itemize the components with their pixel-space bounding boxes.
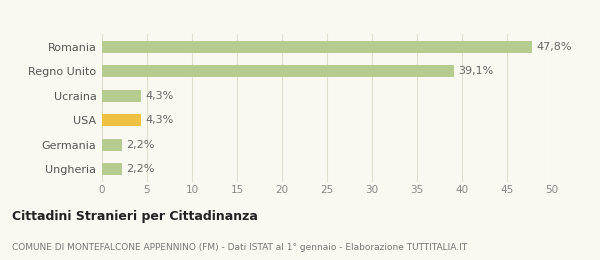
Text: 2,2%: 2,2% — [127, 164, 155, 174]
Bar — [102, 114, 141, 126]
Bar — [102, 65, 454, 77]
Text: 4,3%: 4,3% — [145, 91, 173, 101]
Text: 47,8%: 47,8% — [537, 42, 572, 52]
Text: Cittadini Stranieri per Cittadinanza: Cittadini Stranieri per Cittadinanza — [12, 210, 258, 223]
Text: COMUNE DI MONTEFALCONE APPENNINO (FM) - Dati ISTAT al 1° gennaio - Elaborazione : COMUNE DI MONTEFALCONE APPENNINO (FM) - … — [12, 243, 467, 252]
Text: 39,1%: 39,1% — [458, 66, 494, 76]
Text: 2,2%: 2,2% — [127, 140, 155, 150]
Bar — [102, 139, 122, 151]
Bar — [102, 163, 122, 175]
Bar — [102, 41, 532, 53]
Bar — [102, 89, 141, 102]
Text: 4,3%: 4,3% — [145, 115, 173, 125]
